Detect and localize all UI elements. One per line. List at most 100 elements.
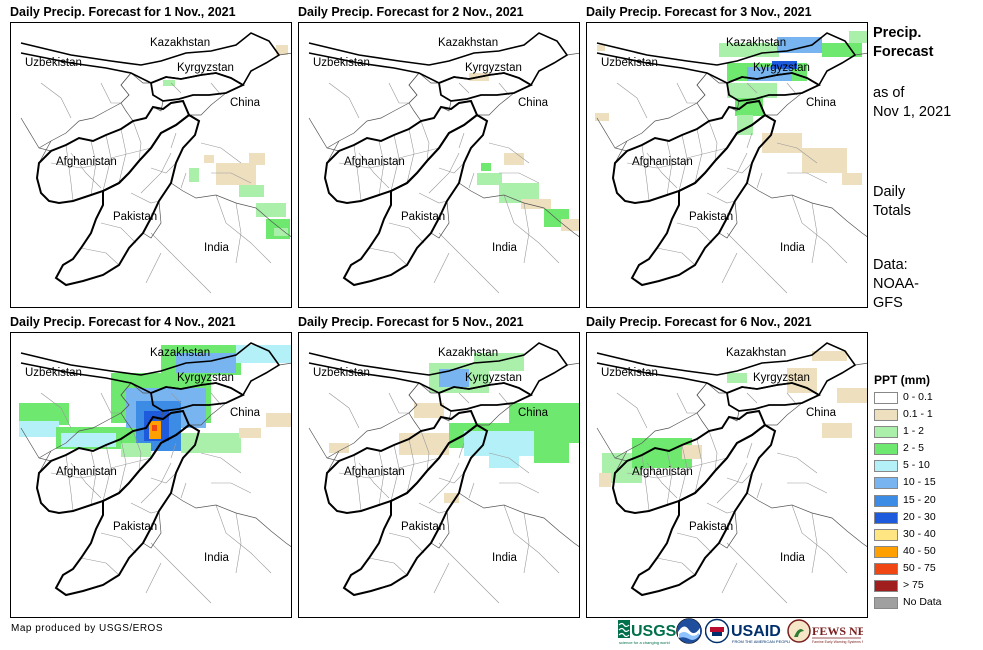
kyrgyzstan-border: [725, 72, 821, 102]
sidebar-heading-line2: Forecast: [873, 44, 934, 60]
country-label-china: China: [806, 97, 837, 109]
legend-label: 20 - 30: [903, 510, 936, 523]
legend-label: No Data: [903, 596, 942, 609]
precip-cell: [249, 153, 265, 165]
afghanistan-border: [323, 99, 479, 205]
country-label-kyrgyzstan: Kyrgyzstan: [177, 372, 234, 384]
country-label-kazakhstan: Kazakhstan: [150, 37, 211, 49]
country-label-kyrgyzstan: Kyrgyzstan: [753, 372, 810, 384]
legend-swatch: [874, 460, 898, 473]
precip-cell: [439, 369, 469, 387]
kyrgyzstan-border: [149, 382, 245, 412]
legend-swatch: [874, 477, 898, 490]
precip-cell: [236, 345, 291, 363]
country-label-afghanistan: Afghanistan: [632, 466, 693, 478]
country-label-afghanistan: Afghanistan: [632, 156, 693, 168]
country-label-uzbekistan: Uzbekistan: [25, 57, 82, 69]
legend-label: 15 - 20: [903, 493, 936, 506]
precip-cell: [822, 423, 852, 438]
legend-label: 10 - 15: [903, 476, 936, 489]
legend-swatch: [874, 511, 898, 524]
kazakhstan-border: [20, 342, 281, 397]
kazakhstan-border: [20, 32, 281, 87]
country-label-kazakhstan: Kazakhstan: [438, 347, 499, 359]
precip-cell: [61, 433, 116, 447]
precip-map: Kazakhstan Kyrgyzstan Uzbekistan China Afgha…: [10, 332, 292, 618]
precip-cell: [216, 163, 256, 185]
country-label-afghanistan: Afghanistan: [56, 156, 117, 168]
country-label-india: India: [492, 242, 517, 254]
precip-map: Kazakhstan Kyrgyzstan Uzbekistan China Afgha…: [586, 332, 868, 618]
legend-label: 30 - 40: [903, 527, 936, 540]
country-label-kyrgyzstan: Kyrgyzstan: [465, 62, 522, 74]
country-label-kyrgyzstan: Kyrgyzstan: [753, 62, 810, 74]
country-label-uzbekistan: Uzbekistan: [601, 367, 658, 379]
precip-cell: [152, 425, 157, 431]
afghanistan-border: [35, 99, 191, 205]
country-label-china: China: [230, 97, 261, 109]
country-label-pakistan: Pakistan: [113, 521, 158, 533]
forecast-panel-2: Daily Precip. Forecast for 2 Nov., 2021 K…: [298, 5, 580, 309]
precip-cell: [276, 45, 288, 55]
precip-cell: [121, 443, 151, 457]
precip-cell: [521, 199, 551, 209]
precip-cell: [787, 368, 817, 393]
sidebar-daily-line2: Totals: [873, 203, 911, 219]
country-label-uzbekistan: Uzbekistan: [313, 57, 370, 69]
precip-cell: [189, 168, 199, 182]
legend-label: 0 - 0.1: [903, 391, 933, 403]
noaa-logo: [675, 617, 703, 645]
precip-cell: [597, 45, 605, 51]
precip-cell: [727, 83, 777, 98]
sidebar-daily-line1: Daily: [873, 184, 906, 200]
panel-title: Daily Precip. Forecast for 4 Nov., 2021: [10, 315, 236, 329]
legend-swatch: [874, 392, 898, 404]
country-label-afghanistan: Afghanistan: [56, 466, 117, 478]
precip-cell: [837, 388, 867, 403]
country-label-uzbekistan: Uzbekistan: [25, 367, 82, 379]
precip-cell: [747, 67, 792, 81]
kazakhstan-border: [308, 342, 569, 397]
precip-cell: [19, 403, 69, 425]
map-credit: Map produced by USGS/EROS: [11, 623, 164, 634]
precip-cell: [239, 428, 261, 438]
precip-cell: [489, 448, 519, 468]
pakistan-border: [54, 113, 201, 287]
legend-swatch: [874, 528, 898, 541]
precip-cell: [499, 183, 539, 203]
precip-cell: [19, 421, 59, 437]
country-label-china: China: [518, 407, 549, 419]
country-label-india: India: [492, 552, 517, 564]
country-label-afghanistan: Afghanistan: [344, 466, 405, 478]
country-label-china: China: [518, 97, 549, 109]
country-label-uzbekistan: Uzbekistan: [313, 367, 370, 379]
legend-swatch: [874, 580, 898, 593]
precip-cell: [682, 445, 702, 459]
precip-cell: [256, 203, 286, 217]
precip-cell: [772, 61, 797, 69]
precip-cell: [444, 493, 459, 503]
sidebar-heading-line1: Precip.: [873, 25, 922, 41]
forecast-panel-1: Daily Precip. Forecast for 1 Nov., 2021 K…: [10, 5, 292, 309]
country-label-india: India: [780, 552, 805, 564]
precip-cell: [595, 113, 609, 121]
precip-cell: [504, 153, 524, 165]
precip-map: Kazakhstan Kyrgyzstan Uzbekistan China Afgha…: [10, 22, 292, 308]
kazakhstan-border: [308, 32, 569, 87]
kazakhstan-border: [596, 342, 857, 397]
kyrgyzstan-border: [725, 382, 821, 412]
pakistan-border: [630, 113, 777, 287]
forecast-panel-3: Daily Precip. Forecast for 3 Nov., 2021 K…: [586, 5, 868, 309]
kyrgyzstan-border: [437, 72, 533, 102]
usgs-logo: USGS science for a changing world: [618, 617, 678, 645]
panel-title: Daily Precip. Forecast for 6 Nov., 2021: [586, 315, 812, 329]
country-label-india: India: [204, 242, 229, 254]
precip-cell: [399, 433, 449, 455]
country-label-pakistan: Pakistan: [113, 211, 158, 223]
fewsnet-logo: FEWS NET Famine Early Warning Systems Ne…: [787, 617, 875, 645]
precip-cell: [802, 148, 847, 173]
sidebar-asof-date: Nov 1, 2021: [873, 104, 952, 120]
precip-cell: [239, 185, 264, 197]
country-label-afghanistan: Afghanistan: [344, 156, 405, 168]
precip-cell: [599, 473, 611, 487]
